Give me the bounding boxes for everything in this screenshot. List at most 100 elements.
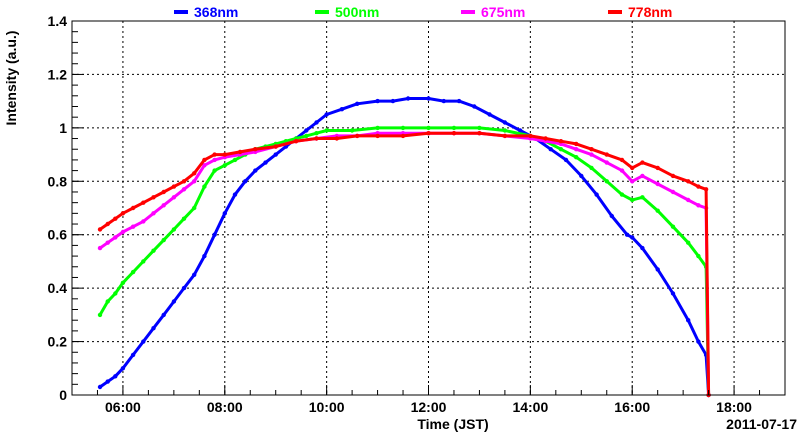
data-point bbox=[120, 229, 126, 235]
data-point bbox=[655, 181, 660, 187]
data-point bbox=[630, 165, 635, 171]
x-axis-title: Time (JST) bbox=[417, 416, 488, 432]
data-point bbox=[161, 203, 166, 208]
data-point bbox=[222, 163, 227, 168]
data-point bbox=[594, 192, 599, 197]
data-point bbox=[574, 141, 579, 147]
data-point bbox=[192, 205, 197, 211]
data-point bbox=[263, 160, 268, 165]
data-point bbox=[202, 184, 207, 189]
data-point bbox=[314, 120, 319, 125]
y-tick-label: 1.2 bbox=[48, 66, 68, 82]
data-point bbox=[141, 200, 146, 205]
data-point bbox=[314, 136, 319, 141]
data-point bbox=[105, 379, 110, 384]
data-point bbox=[640, 160, 645, 165]
data-point bbox=[686, 179, 691, 184]
data-point bbox=[334, 136, 339, 141]
x-tick-label: 06:00 bbox=[105, 399, 141, 415]
data-point bbox=[390, 98, 396, 104]
data-point bbox=[619, 168, 625, 173]
data-point bbox=[232, 157, 238, 163]
data-point bbox=[630, 235, 635, 240]
data-point bbox=[181, 216, 187, 221]
data-point bbox=[426, 125, 431, 131]
date-label: 2011-07-17 bbox=[726, 416, 797, 432]
data-point bbox=[574, 147, 579, 152]
data-point bbox=[502, 128, 508, 133]
data-point bbox=[181, 179, 187, 184]
data-point bbox=[192, 179, 197, 184]
data-point bbox=[314, 131, 319, 136]
data-point bbox=[151, 326, 156, 331]
data-point bbox=[655, 267, 660, 272]
data-point bbox=[604, 160, 609, 165]
data-point bbox=[171, 299, 177, 304]
data-point bbox=[686, 197, 691, 203]
y-tick-label: 0.2 bbox=[48, 334, 68, 350]
data-point bbox=[171, 184, 177, 189]
data-point bbox=[97, 245, 103, 251]
data-point bbox=[192, 272, 197, 277]
data-point bbox=[130, 224, 136, 229]
data-point bbox=[655, 165, 660, 171]
data-point bbox=[502, 133, 508, 139]
data-point bbox=[253, 147, 258, 152]
data-point bbox=[120, 280, 126, 285]
data-point bbox=[624, 232, 630, 237]
data-point bbox=[375, 98, 380, 104]
y-axis-title: Intensity (a.u.) bbox=[3, 31, 19, 126]
data-point bbox=[589, 152, 594, 157]
y-tick-label: 0.6 bbox=[48, 227, 68, 243]
data-point bbox=[181, 285, 187, 291]
data-point bbox=[574, 155, 579, 160]
data-point bbox=[640, 245, 645, 251]
x-tick-label: 16:00 bbox=[614, 399, 650, 415]
data-point bbox=[441, 98, 446, 104]
data-point bbox=[451, 131, 457, 136]
data-point bbox=[237, 149, 243, 155]
y-tick-label: 0 bbox=[59, 387, 67, 403]
x-tick-label: 14:00 bbox=[512, 399, 548, 415]
data-point bbox=[113, 374, 118, 379]
y-tick-label: 0.8 bbox=[48, 173, 68, 189]
data-point bbox=[253, 168, 258, 173]
data-point bbox=[528, 133, 533, 139]
data-point bbox=[405, 96, 411, 101]
legend-label: 368nm bbox=[194, 4, 238, 20]
data-point bbox=[655, 208, 660, 213]
series-368nm bbox=[97, 96, 711, 398]
data-point bbox=[324, 112, 329, 117]
data-point bbox=[579, 173, 584, 179]
data-point bbox=[151, 248, 156, 253]
data-point bbox=[477, 125, 482, 131]
data-point bbox=[696, 184, 701, 189]
data-point bbox=[426, 131, 431, 136]
data-point bbox=[349, 128, 355, 133]
data-point bbox=[670, 189, 676, 195]
data-point bbox=[141, 259, 146, 264]
data-point bbox=[487, 112, 492, 117]
data-point bbox=[97, 312, 103, 318]
data-point bbox=[609, 213, 614, 219]
data-point bbox=[202, 157, 207, 163]
data-point bbox=[604, 179, 609, 184]
data-point bbox=[212, 157, 217, 163]
data-point bbox=[181, 187, 187, 192]
data-point bbox=[202, 163, 207, 168]
data-point bbox=[355, 101, 360, 107]
data-point bbox=[640, 173, 645, 179]
data-layer bbox=[97, 96, 711, 398]
data-point bbox=[141, 219, 146, 224]
data-point bbox=[212, 152, 217, 157]
data-point bbox=[589, 165, 594, 171]
data-point bbox=[670, 173, 676, 179]
data-point bbox=[97, 384, 103, 390]
data-point bbox=[105, 240, 110, 245]
legend-label: 778nm bbox=[628, 4, 672, 20]
data-point bbox=[518, 128, 523, 133]
data-point bbox=[630, 197, 635, 203]
data-point bbox=[120, 366, 126, 371]
